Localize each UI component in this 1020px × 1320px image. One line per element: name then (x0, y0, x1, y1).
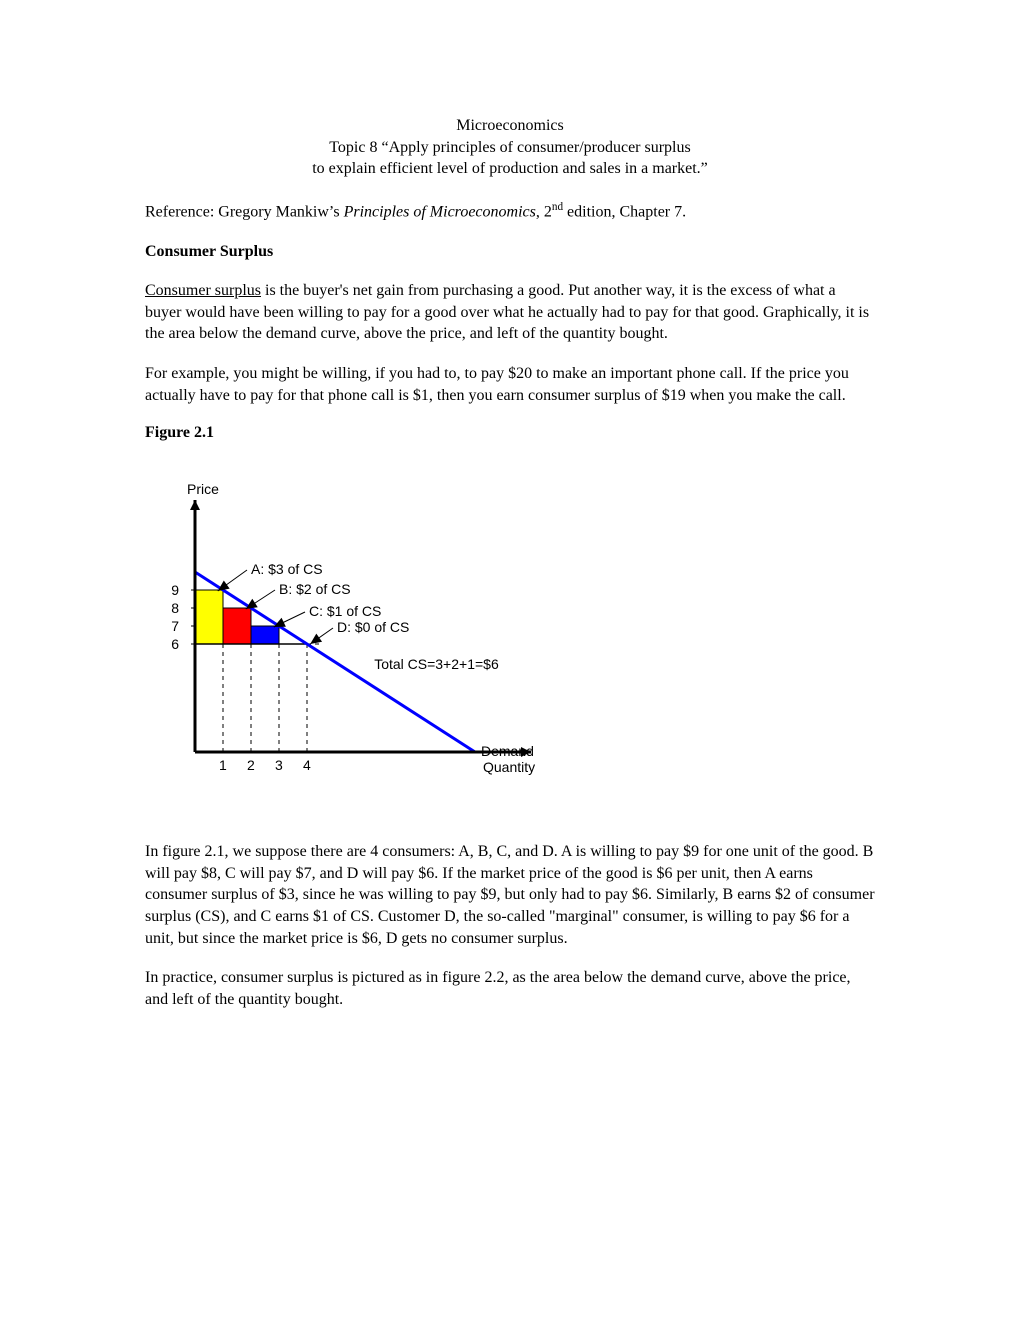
cs-bar-c (251, 626, 279, 644)
x-tick-label: 3 (275, 757, 283, 773)
paragraph-2: For example, you might be willing, if yo… (145, 363, 875, 406)
cs-bar-a (195, 590, 223, 644)
arrowhead-icon (246, 599, 258, 609)
y-tick-label: 8 (171, 600, 179, 616)
reference-suffix: , 2 (536, 203, 552, 220)
cs-callout-d: D: $0 of CS (337, 619, 409, 635)
document-header: Microeconomics Topic 8 “Apply principles… (145, 115, 875, 180)
reference-sup: nd (552, 201, 563, 213)
arrowhead-icon (190, 500, 200, 510)
y-tick-label: 6 (171, 636, 179, 652)
cs-bar-b (223, 608, 251, 644)
cs-callout-b: B: $2 of CS (279, 581, 351, 597)
cs-callout-a: A: $3 of CS (251, 561, 323, 577)
paragraph-1: Consumer surplus is the buyer's net gain… (145, 280, 875, 345)
reference-title: Principles of Microeconomics (344, 203, 536, 220)
header-line1: Microeconomics (456, 117, 564, 134)
header-line3: to explain efficient level of production… (312, 160, 708, 177)
defined-term: Consumer surplus (145, 282, 261, 299)
section-heading: Consumer Surplus (145, 241, 875, 263)
x-tick-label: 2 (247, 757, 255, 773)
arrowhead-icon (310, 634, 322, 644)
reference-prefix: Reference: Gregory Mankiw’s (145, 203, 344, 220)
figure-label: Figure 2.1 (145, 424, 875, 442)
x-tick-label: 4 (303, 757, 311, 773)
total-cs-label: Total CS=3+2+1=$6 (374, 656, 499, 672)
header-line2: Topic 8 “Apply principles of consumer/pr… (329, 139, 690, 156)
x-axis-label: Quantity (483, 759, 535, 775)
y-tick-label: 9 (171, 582, 179, 598)
y-tick-label: 7 (171, 618, 179, 634)
arrowhead-icon (218, 581, 230, 591)
consumer-surplus-chart: DemandPriceQuantity67891234A: $3 of CSB:… (145, 452, 585, 812)
cs-callout-c: C: $1 of CS (309, 603, 381, 619)
paragraph-3: In figure 2.1, we suppose there are 4 co… (145, 841, 875, 949)
paragraph-4: In practice, consumer surplus is picture… (145, 967, 875, 1010)
x-tick-label: 1 (219, 757, 227, 773)
reference-tail: edition, Chapter 7. (563, 203, 686, 220)
figure-2-1: DemandPriceQuantity67891234A: $3 of CSB:… (145, 452, 875, 817)
y-axis-label: Price (187, 481, 219, 497)
reference-line: Reference: Gregory Mankiw’s Principles o… (145, 200, 875, 223)
